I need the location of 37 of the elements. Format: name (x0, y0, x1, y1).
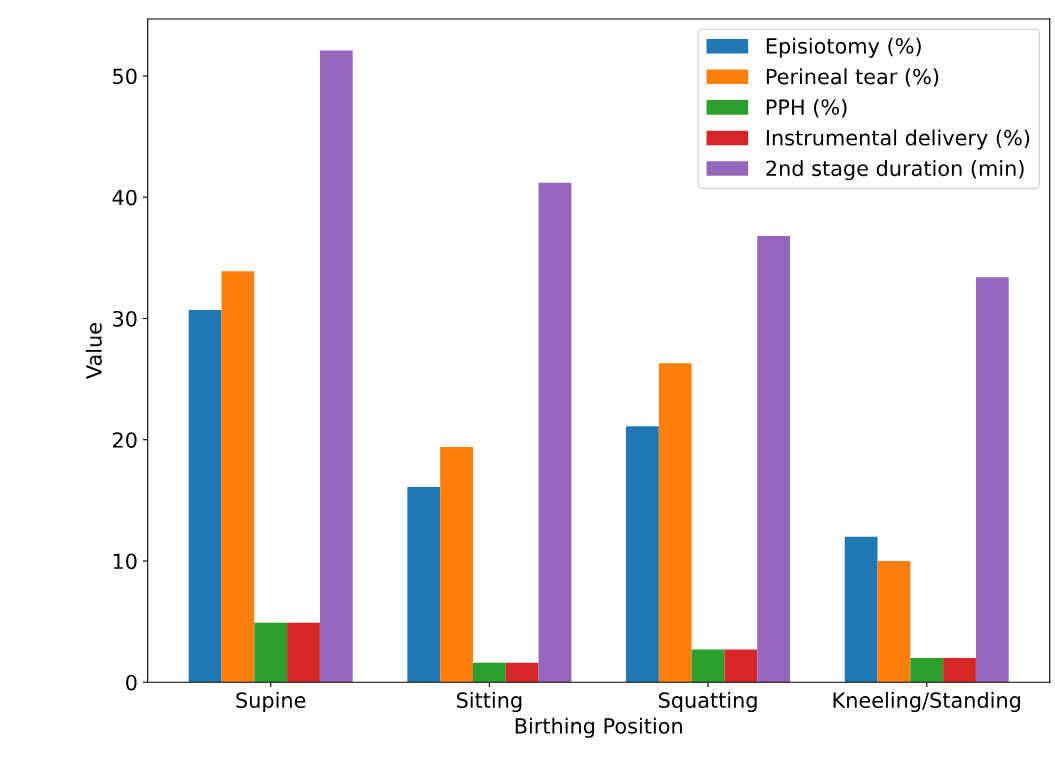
x-axis-title: Birthing Position (515, 717, 682, 738)
y-axis-title: Value (85, 323, 102, 380)
bar (877, 560, 911, 683)
legend-label: PPH (%) (766, 98, 847, 118)
y-tick-label: 40 (112, 189, 137, 206)
y-tick-label: 0 (126, 674, 137, 691)
bar (505, 662, 539, 683)
x-tick-label: Supine (236, 691, 306, 713)
y-tick-label: 30 (113, 310, 137, 327)
y-tick-label: 10 (113, 553, 137, 570)
bar (188, 309, 222, 683)
bar (626, 426, 659, 683)
bar (658, 363, 692, 683)
x-tick-label: Squatting (658, 691, 757, 713)
y-tick-label: 20 (112, 432, 137, 448)
legend-label: Episiotomy (%) (766, 37, 921, 58)
bar (472, 662, 506, 683)
bar (757, 235, 791, 683)
bar (538, 182, 572, 683)
bar (254, 622, 288, 683)
x-tick-label: Kneeling/Standing (833, 691, 1020, 713)
legend-label: Instrumental delivery (%) (766, 129, 1030, 150)
bar (691, 649, 725, 683)
bar (844, 536, 878, 683)
bar (407, 486, 441, 683)
bar (975, 277, 1009, 683)
x-tick-label: Sitting (456, 691, 522, 713)
bar (440, 446, 473, 683)
bar (287, 622, 320, 683)
bar (910, 657, 944, 683)
legend-label: 2nd stage duration (min) (766, 160, 1024, 181)
bar (943, 657, 976, 683)
y-tick-label: 50 (113, 68, 137, 85)
bar (319, 50, 353, 683)
bar (724, 649, 758, 683)
bar (221, 271, 255, 683)
legend-label: Perineal tear (%) (766, 68, 939, 87)
